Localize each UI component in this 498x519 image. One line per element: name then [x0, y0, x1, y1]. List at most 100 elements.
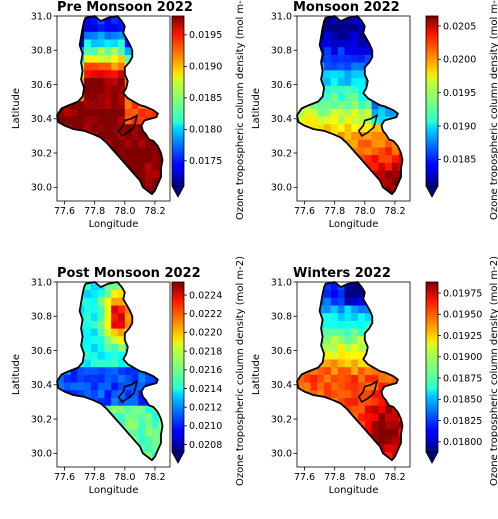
heatmap-cell — [344, 289, 352, 298]
heatmap-cell — [317, 154, 325, 163]
heatmap-cell — [77, 147, 85, 156]
heatmap-cell — [97, 397, 105, 406]
heatmap-cell — [364, 312, 372, 321]
heatmap-cell — [406, 39, 413, 47]
heatmap-cell — [97, 100, 105, 109]
x-tick-label: 78.2 — [384, 472, 405, 483]
heatmap-cell — [303, 185, 311, 194]
heatmap-cell — [337, 46, 345, 55]
heatmap-cell — [358, 185, 366, 194]
heatmap-cell — [118, 147, 126, 156]
heatmap-cell — [330, 93, 339, 102]
heatmap-cell — [297, 282, 305, 291]
inner-boundary — [357, 379, 379, 403]
heatmap-cell — [391, 100, 400, 109]
heatmap-cell — [63, 397, 71, 406]
heatmap-cell — [104, 366, 112, 375]
heatmap-cell — [90, 312, 99, 321]
heatmap-cell — [310, 366, 318, 375]
heatmap-cell — [158, 85, 163, 94]
heatmap-cell — [57, 31, 65, 40]
heatmap-cell — [364, 46, 372, 55]
heatmap-cell — [124, 123, 132, 132]
heatmap-cell — [337, 389, 345, 398]
heatmap-cell — [145, 413, 153, 422]
heatmap-cell — [385, 39, 393, 48]
heatmap-cell — [378, 131, 386, 140]
heatmap-cell — [138, 70, 146, 79]
heatmap-cell — [324, 62, 332, 71]
heatmap-cell — [310, 336, 318, 345]
heatmap-cell — [57, 23, 65, 32]
heatmap-cell — [330, 116, 339, 125]
heatmap-cell — [90, 389, 99, 398]
heatmap-cell — [70, 177, 78, 186]
heatmap-cell — [138, 154, 146, 163]
heatmap-cell — [358, 46, 366, 55]
heatmap-cell — [84, 443, 92, 452]
heatmap-cell — [351, 351, 359, 360]
heatmap-cell — [63, 413, 71, 422]
heatmap-cell — [158, 389, 163, 398]
heatmap-cell — [297, 451, 305, 460]
heatmap-cell — [90, 100, 99, 109]
heatmap-cell — [358, 366, 366, 375]
x-axis-label: Longitude — [329, 219, 379, 230]
heatmap-cell — [145, 428, 153, 437]
heatmap-cell — [138, 39, 146, 48]
heatmap-cell — [84, 139, 92, 148]
heatmap-cell — [310, 123, 318, 132]
heatmap-cell — [97, 312, 105, 321]
heatmap-cell — [371, 100, 379, 109]
heatmap-cell — [330, 320, 339, 329]
heatmap-cell — [317, 459, 325, 461]
heatmap-cell — [398, 85, 403, 94]
heatmap-cell — [364, 451, 372, 460]
heatmap-cell — [90, 123, 99, 132]
heatmap-cell — [337, 351, 345, 360]
heatmap-cell — [317, 451, 325, 460]
heatmap-cell — [297, 428, 305, 437]
heatmap-cell — [385, 85, 393, 94]
y-tick-label: 30.2 — [271, 414, 292, 425]
heatmap-cell — [297, 177, 305, 186]
heatmap-cell — [84, 116, 92, 125]
heatmap-cell — [90, 46, 99, 55]
heatmap-cell — [138, 108, 146, 117]
colorbar-extend-arrow — [171, 451, 185, 464]
heatmap-cell — [378, 39, 386, 48]
heatmap-cell — [391, 131, 400, 140]
heatmap-cell — [63, 54, 71, 63]
heatmap-cell — [310, 193, 318, 195]
heatmap-cell — [111, 459, 119, 461]
heatmap-cell — [310, 46, 318, 55]
heatmap-cell — [138, 93, 146, 102]
heatmap-cell — [371, 397, 379, 406]
heatmap-cells — [297, 16, 413, 195]
heatmap-cell — [330, 443, 339, 452]
colorbar-tick-label: 0.0214 — [189, 384, 222, 395]
heatmap-cell — [398, 397, 403, 406]
heatmap-cell — [406, 305, 413, 313]
heatmap-cell — [84, 413, 92, 422]
heatmap-cell — [138, 428, 146, 437]
heatmap-cell — [90, 413, 99, 422]
heatmap-cell — [77, 428, 85, 437]
heatmap-cell — [371, 70, 379, 79]
heatmap-cell — [337, 93, 345, 102]
heatmap-cell — [378, 16, 386, 25]
heatmap-cell — [111, 389, 119, 398]
heatmap-cell — [124, 100, 132, 109]
heatmap-cell — [84, 389, 92, 398]
heatmap-cell — [330, 123, 339, 132]
heatmap-cell — [63, 382, 71, 391]
heatmap-cell — [337, 85, 345, 94]
heatmap-cell — [63, 139, 71, 148]
heatmap-cell — [385, 359, 393, 368]
heatmap-cell — [351, 46, 359, 55]
heatmap-cell — [303, 31, 311, 40]
heatmap-cell — [63, 193, 71, 195]
heatmap-cell — [330, 359, 339, 368]
heatmap-cell — [337, 305, 345, 314]
heatmap-cell — [63, 420, 71, 429]
